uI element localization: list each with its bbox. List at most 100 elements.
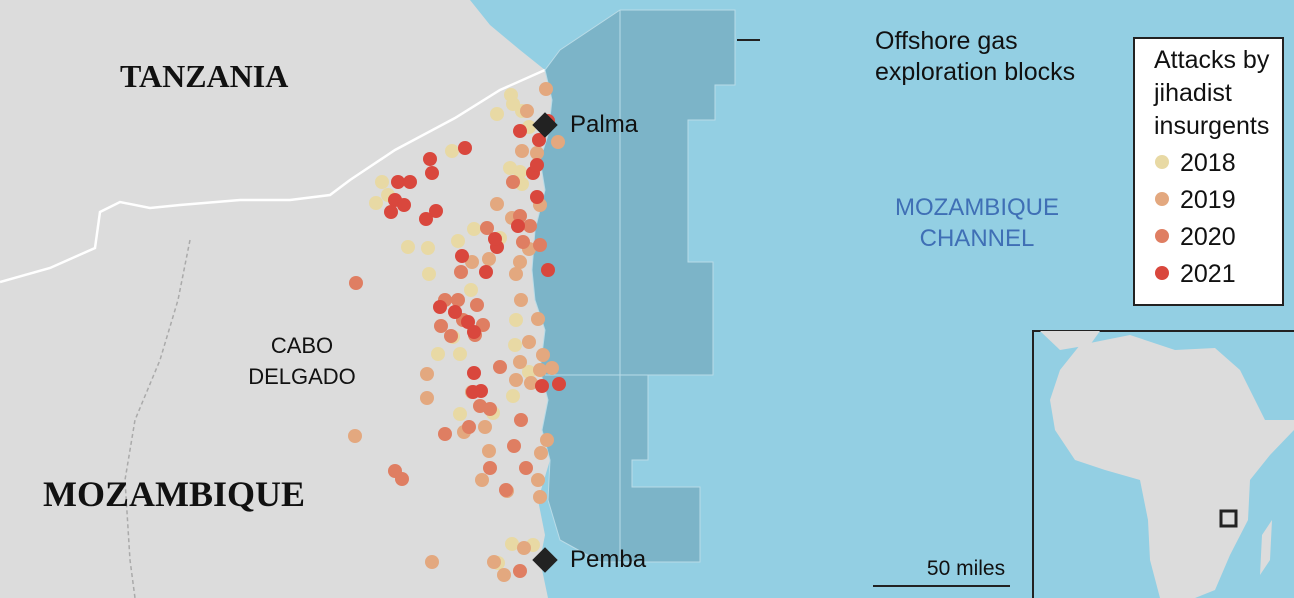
sea-label: CHANNEL [920, 225, 1035, 252]
attack-dot [480, 221, 494, 235]
attack-dot [483, 461, 497, 475]
attack-dot [467, 325, 481, 339]
attack-dot [462, 420, 476, 434]
attack-dot [533, 490, 547, 504]
attack-dot [451, 293, 465, 307]
attack-dot [466, 385, 480, 399]
legend-box [1133, 37, 1284, 306]
legend: Attacks by jihadist insurgents 2018 2019 2020… [1153, 46, 1270, 288]
inset-africa [1050, 335, 1294, 598]
province-label: CABO [271, 333, 333, 358]
legend-swatch [1155, 266, 1169, 280]
attack-dot [403, 175, 417, 189]
attack-dot [479, 265, 493, 279]
blocks-label: exploration blocks [875, 58, 1075, 86]
park-boundary [124, 239, 191, 598]
legend-swatch [1155, 192, 1169, 206]
attack-dot [508, 338, 522, 352]
inset-madagascar [1260, 520, 1272, 575]
attack-dot [536, 348, 550, 362]
attack-dot [513, 165, 527, 179]
legend-swatch [1155, 155, 1169, 169]
inset-locator [1219, 509, 1238, 528]
attack-dot [514, 293, 528, 307]
attack-dot [349, 276, 363, 290]
attack-dot [539, 82, 553, 96]
inset-europe [1040, 331, 1100, 350]
attack-dot [530, 146, 544, 160]
attack-dot [497, 568, 511, 582]
attack-dot [478, 420, 492, 434]
attack-dot [490, 107, 504, 121]
sea-label: MOZAMBIQUE [895, 194, 1059, 221]
attack-dot [429, 204, 443, 218]
attack-dot [419, 212, 433, 226]
attack-dot [513, 564, 527, 578]
attack-dot [453, 407, 467, 421]
attack-dot [475, 473, 489, 487]
attack-dot [513, 355, 527, 369]
attack-dot [391, 175, 405, 189]
attack-dot [506, 175, 520, 189]
attack-dot [522, 365, 536, 379]
attack-dot [551, 135, 565, 149]
attack-dot [431, 347, 445, 361]
attack-dot [395, 472, 409, 486]
attack-dot [540, 433, 554, 447]
city-label: Palma [570, 111, 639, 138]
attack-dot [517, 541, 531, 555]
attack-dot [513, 255, 527, 269]
attack-dot [451, 234, 465, 248]
attack-dot [535, 379, 549, 393]
land [0, 0, 552, 598]
attack-dot [422, 267, 436, 281]
attack-dot [534, 446, 548, 460]
attack-dot [420, 367, 434, 381]
attack-dot [493, 360, 507, 374]
border [0, 68, 546, 284]
attack-dot [541, 263, 555, 277]
attack-dot [513, 124, 527, 138]
attack-dot [425, 166, 439, 180]
legend-label: 2021 [1180, 260, 1236, 288]
attack-dot [423, 152, 437, 166]
attack-dots [348, 82, 566, 582]
attack-dot [533, 363, 547, 377]
attack-dot [523, 219, 537, 233]
inset-map [1032, 330, 1294, 598]
attack-dot [434, 319, 448, 333]
attack-dot [530, 158, 544, 172]
attack-dot [448, 305, 462, 319]
attack-dot [458, 141, 472, 155]
legend-label: 2019 [1180, 186, 1236, 214]
province-label: DELGADO [248, 364, 356, 389]
attack-dot [531, 473, 545, 487]
attack-dot [552, 377, 566, 391]
attack-dot [425, 555, 439, 569]
attack-dot [375, 175, 389, 189]
attack-dot [453, 347, 467, 361]
attack-dot [397, 198, 411, 212]
attack-dot [532, 133, 546, 147]
attack-dot [420, 391, 434, 405]
attack-dot [421, 241, 435, 255]
attack-dot [482, 252, 496, 266]
attack-dot [509, 313, 523, 327]
attack-dot [488, 232, 502, 246]
attack-dot [470, 298, 484, 312]
attack-dot [490, 197, 504, 211]
city-marker [532, 547, 558, 573]
attack-dot [531, 312, 545, 326]
attack-dot [520, 104, 534, 118]
attack-dot [522, 335, 536, 349]
legend-title: insurgents [1154, 112, 1269, 140]
attack-dot [506, 389, 520, 403]
attack-dot [433, 300, 447, 314]
attack-dot [515, 144, 529, 158]
attack-dot [516, 235, 530, 249]
legend-label: 2018 [1180, 149, 1236, 177]
attack-dot [467, 366, 481, 380]
country-label: MOZAMBIQUE [43, 474, 305, 514]
